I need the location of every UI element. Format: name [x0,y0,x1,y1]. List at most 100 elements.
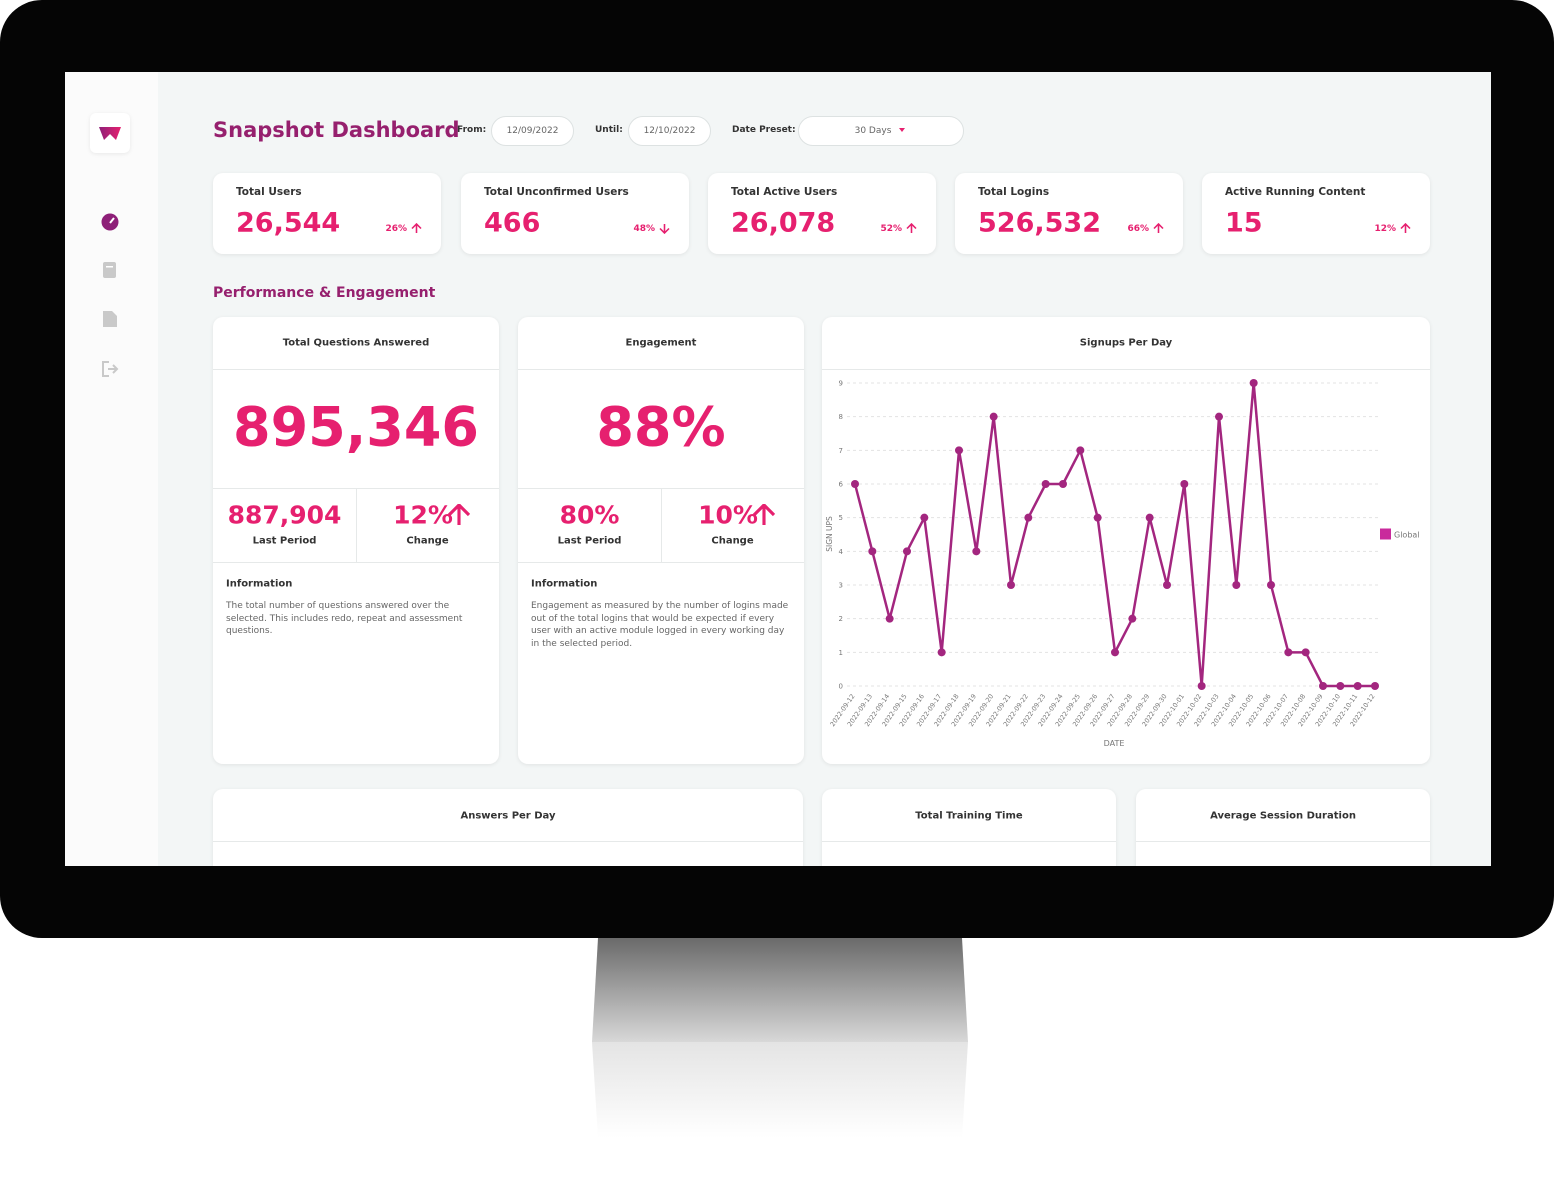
bottom-panel: Answers Per Day [213,789,803,866]
until-label: Until: [595,125,623,135]
caret-shape [899,128,906,132]
data-point [1128,614,1137,623]
last-label: Last Period [252,535,317,547]
kpi-card: Total Logins 526,532 66% [955,173,1183,254]
data-point [1232,581,1241,589]
arrow-path [411,223,422,233]
kpi-label: Total Logins [978,186,1050,198]
data-point [1336,682,1345,690]
trend-arrow [448,504,470,525]
panel-title: Signups Per Day [1079,337,1173,349]
data-point [1353,682,1362,690]
data-point [868,547,877,556]
y-tick-label: 4 [839,548,844,556]
caret [899,128,906,132]
kpi-card: Active Running Content 15 12% [1202,173,1430,254]
data-point [1163,581,1171,589]
legend-label: Global [1394,531,1420,540]
kpi-change: 12% [1374,224,1396,234]
data-point [885,614,894,623]
preset-select[interactable]: 30 Days [798,116,964,146]
trend-arrow [411,223,422,233]
monitor-stand [592,938,968,1138]
chart-panel: Signups Per Day 0 1 2 3 4 5 6 7 8 9 SIGN UPS 2022-09… [822,317,1430,764]
kpi-value: 15 [1225,207,1263,239]
preset-label: Date Preset: [732,125,796,135]
report-icon[interactable] [102,310,118,328]
data-point [1267,581,1275,589]
data-point [1284,648,1293,657]
trend-arrow [906,223,917,233]
divider [822,369,1430,370]
series-line [853,381,1375,688]
data-point [1215,412,1223,421]
content-icon[interactable] [102,261,118,279]
panel-title: Total Questions Answered [282,337,430,349]
bottom-panel: Total Training Time [822,789,1116,866]
y-tick-label: 2 [839,615,843,623]
arrow-path [906,223,917,233]
divider [518,562,804,563]
screen: Snapshot Dashboard From: 12/09/2022 Until: 1… [65,72,1491,866]
divider [213,562,499,563]
arrow-path [448,504,470,525]
divider [213,841,803,842]
change-label: Change [406,535,449,547]
arrow-path [659,224,670,234]
data-point [1319,682,1327,690]
kpi-value: 466 [484,207,541,239]
y-tick-label: 8 [839,413,843,421]
kpi-label: Total Unconfirmed Users [484,186,629,198]
trend-arrow [1153,223,1164,233]
from-label: From: [457,125,487,135]
data-point [1093,513,1102,522]
sidebar [65,72,158,866]
divider [356,488,357,562]
dashboard-icon[interactable] [100,212,120,232]
info-title: Information [226,578,293,590]
panel-title: Engagement [625,337,697,349]
bottom-panel: Average Session Duration [1136,789,1430,866]
divider [822,841,1116,842]
divider [661,488,662,562]
stat-panel: Total Questions Answered 895,346 887,904 La… [213,317,499,764]
kpi-card: Total Users 26,544 26% [213,173,441,254]
data-point [1145,513,1154,522]
until-input[interactable]: 12/10/2022 [628,116,711,146]
from-input[interactable]: 12/09/2022 [491,116,574,146]
data-point [920,513,929,522]
data-point [1076,446,1085,455]
last-value: 887,904 [227,500,342,530]
kpi-change: 48% [633,224,655,234]
data-point [1371,682,1379,690]
logo[interactable] [90,113,130,153]
arrow-path [753,504,775,525]
stat-panel: Engagement 88% 80% Last Period 10% Change Info… [518,317,804,764]
page-title: Snapshot Dashboard [213,118,460,142]
change-value: 10% [698,500,758,530]
y-tick-label: 1 [839,649,843,657]
data-point [937,648,946,657]
data-point [1197,682,1206,690]
section-title: Performance & Engagement [213,285,436,301]
kpi-change: 66% [1127,224,1149,234]
data-point [989,412,998,421]
data-point [851,480,859,488]
data-point [1180,480,1189,488]
data-point [903,547,911,556]
kpi-label: Total Users [236,186,302,198]
data-point [1111,648,1119,657]
kpi-change: 26% [385,224,407,234]
kpi-value: 26,078 [731,207,836,239]
data-point [1041,480,1050,488]
logout-icon[interactable] [101,360,121,378]
data-point [1007,581,1015,589]
kpi-card: Total Active Users 26,078 52% [708,173,936,254]
trend-arrow [659,224,670,234]
data-point [1059,480,1067,488]
panel-title: Answers Per Day [460,810,556,822]
y-tick-label: 6 [839,481,844,489]
y-tick-label: 9 [839,380,843,388]
y-tick-label: 0 [839,683,843,691]
